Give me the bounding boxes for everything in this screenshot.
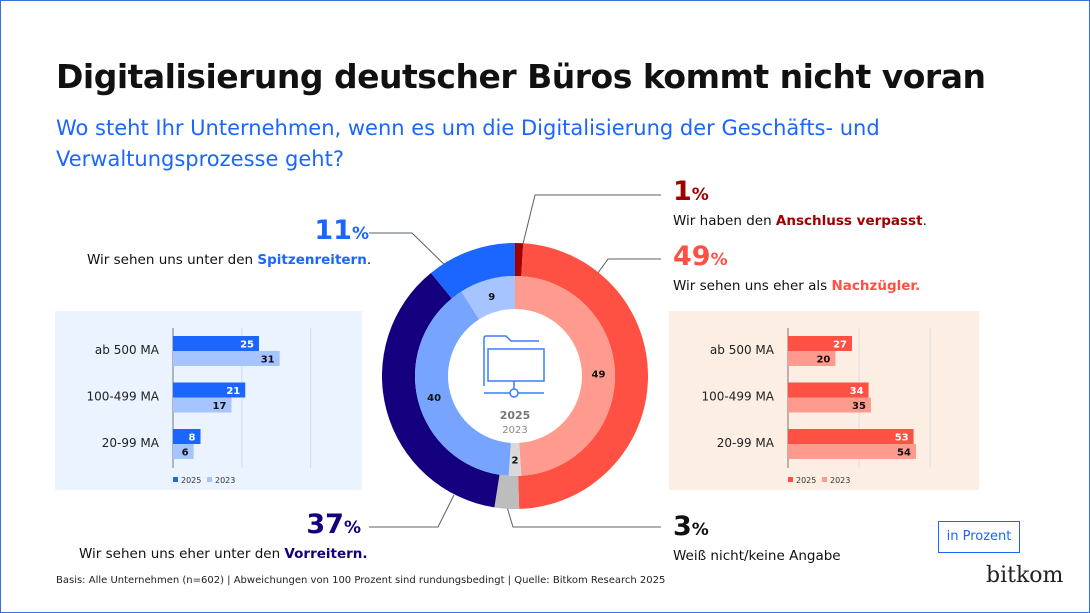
bar-2023 — [788, 351, 836, 366]
bar-value-label: 31 — [261, 355, 275, 366]
outer-2025-segment-0 — [515, 243, 524, 277]
inner-2023-segment-2 — [414, 291, 511, 476]
category-label: 20-99 MA — [717, 436, 775, 450]
callout-weiss-nicht: 3% Weiß nicht/keine Angabe — [673, 511, 841, 564]
unit-badge: in Prozent — [938, 521, 1020, 553]
leader-line-spitzenreiter — [369, 232, 454, 274]
bar-2025 — [788, 429, 914, 444]
category-label: 20-99 MA — [102, 436, 160, 450]
subtitle: Wo steht Ihr Unternehmen, wenn es um die… — [56, 116, 880, 171]
callout-label: Wir sehen uns eher unter den Vorreitern. — [79, 546, 368, 562]
inner-2023-label: 49 — [591, 369, 605, 380]
bar-2025 — [788, 336, 852, 351]
bar-value-label: 6 — [182, 448, 189, 459]
leader-line-weiss-nicht — [506, 506, 661, 528]
bar-value-label: 35 — [852, 401, 866, 412]
legend-swatch — [788, 477, 793, 482]
leader-lines — [369, 194, 661, 528]
folder-network-icon — [483, 335, 545, 398]
leader-line-verpasst — [519, 194, 661, 257]
outer-2025-segment-2 — [494, 474, 520, 509]
donut-chart: 49 2 40 9 — [381, 243, 649, 509]
legend-label: 2023 — [215, 476, 235, 485]
inner-2023-label: 2 — [512, 456, 519, 467]
outer-2025-segment-1 — [518, 243, 649, 509]
bitkom-logo: bitkom — [986, 563, 1064, 588]
legend-swatch — [207, 477, 212, 482]
bar-value-label: 54 — [897, 448, 911, 459]
category-label: ab 500 MA — [95, 343, 160, 357]
outer-2025-segment-3 — [381, 272, 500, 508]
callout-label: Wir sehen uns eher als Nachzügler. — [673, 278, 921, 294]
callout-vorreiter: 37% Wir sehen uns eher unter den Vorreit… — [79, 509, 368, 562]
callout-value: 49% — [673, 241, 728, 272]
bar-value-label: 53 — [895, 433, 909, 444]
inner-2023-segment-3 — [461, 276, 515, 320]
bar-2023 — [173, 444, 194, 459]
bar-2023 — [788, 444, 916, 459]
bar-2025 — [173, 336, 259, 351]
bar-2023 — [173, 351, 280, 366]
bar-2023 — [788, 397, 871, 413]
bar-value-label: 34 — [850, 386, 864, 397]
legend-label: 2025 — [181, 476, 201, 485]
bar-value-label: 8 — [189, 433, 196, 444]
category-label: 100-499 MA — [701, 390, 774, 404]
inner-2023-segment-0 — [515, 276, 616, 476]
callout-verpasst: 1% Wir haben den Anschluss verpasst. — [673, 176, 927, 229]
callout-value: 11% — [314, 215, 369, 246]
callout-label: Wir haben den Anschluss verpasst. — [673, 213, 927, 229]
bar-2025 — [173, 382, 246, 398]
callout-label: Wir sehen uns unter den Spitzenreitern. — [87, 252, 372, 268]
category-label: ab 500 MA — [710, 343, 775, 357]
leader-line-nachzuegler — [594, 258, 661, 278]
footnote: Basis: Alle Unternehmen (n=602) | Abweic… — [56, 575, 666, 586]
center-label-2023: 2023 — [502, 425, 527, 436]
legend-label: 2025 — [796, 476, 816, 485]
callout-value: 3% — [673, 511, 709, 542]
page-title: Digitalisierung deutscher Büros kommt ni… — [56, 57, 986, 96]
bar-2025 — [173, 429, 201, 444]
outer-2025-segment-4 — [430, 243, 515, 299]
bar-value-label: 21 — [226, 386, 240, 397]
callout-label: Weiß nicht/keine Angabe — [673, 548, 841, 564]
inner-2023-label: 9 — [488, 292, 495, 303]
bar-chart-spitzenreiter: ab 500 MA 25 31 100-499 MA 21 17 20-99 MA 86 202… — [55, 311, 362, 490]
leader-line-vorreiter — [369, 494, 455, 528]
inner-2023-segment-1 — [508, 442, 522, 477]
callout-value: 37% — [306, 509, 361, 540]
callout-spitzenreiter: 11% Wir sehen uns unter den Spitzenreite… — [87, 215, 372, 268]
bar-2025 — [788, 382, 869, 398]
bar-value-label: 27 — [833, 340, 847, 351]
legend-swatch — [173, 477, 178, 482]
bar-value-label: 20 — [816, 355, 830, 366]
callout-nachzuegler: 49% Wir sehen uns eher als Nachzügler. — [673, 241, 920, 294]
bar-value-label: 25 — [240, 340, 254, 351]
bar-2023 — [173, 397, 232, 413]
bar-value-label: 17 — [213, 401, 227, 412]
category-label: 100-499 MA — [86, 390, 159, 404]
callout-value: 1% — [673, 176, 709, 207]
legend-label: 2023 — [830, 476, 850, 485]
inner-2023-label: 40 — [427, 393, 441, 404]
center-label-2025: 2025 — [500, 409, 531, 422]
legend-swatch — [822, 477, 827, 482]
